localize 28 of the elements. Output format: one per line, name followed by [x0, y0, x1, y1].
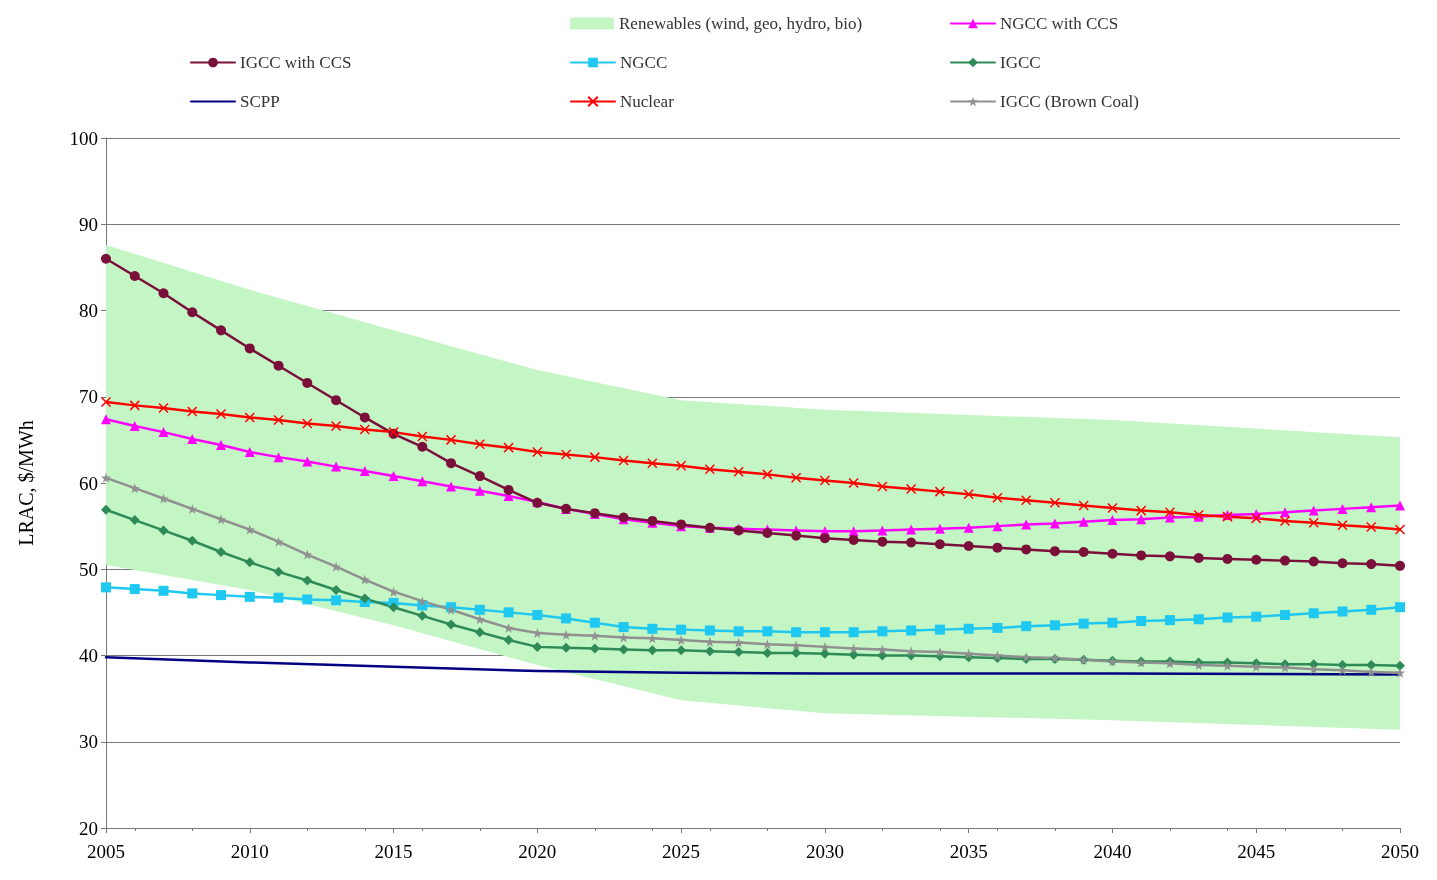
y-tick-label: 80: [79, 300, 98, 321]
x-tick-label: 2050: [1381, 841, 1419, 862]
legend-label: Nuclear: [620, 92, 675, 111]
y-tick-label: 70: [79, 386, 98, 408]
x-tick-label: 2040: [1093, 841, 1132, 862]
legend-label: Renewables (wind, geo, hydro, bio): [619, 14, 863, 33]
y-tick-label: 100: [69, 127, 98, 149]
y-axis-title: LRAC, $/MWh: [15, 420, 37, 546]
legend-label: NGCC: [620, 53, 668, 72]
y-tick-label: 40: [79, 645, 98, 666]
legend-label: SCPP: [240, 92, 280, 111]
y-tick-label: 90: [79, 213, 98, 235]
x-tick-label: 2020: [518, 841, 557, 862]
x-tick-label: 2045: [1237, 841, 1276, 862]
x-tick-label: 2030: [805, 841, 844, 862]
x-tick-label: 2035: [949, 841, 988, 862]
legend-label: IGCC (Brown Coal): [1000, 92, 1139, 111]
y-tick-label: 50: [79, 558, 98, 580]
x-tick-label: 2015: [374, 841, 413, 862]
legend-label: IGCC: [1000, 53, 1041, 72]
legend-label: NGCC with CCS: [1000, 14, 1119, 33]
x-tick-label: 2025: [662, 841, 701, 862]
y-tick-label: 60: [79, 472, 98, 494]
x-tick-label: 2010: [230, 841, 269, 862]
legend-label: IGCC with CCS: [240, 53, 352, 72]
y-tick-label: 20: [79, 817, 98, 839]
y-tick-label: 30: [79, 731, 98, 753]
x-tick-label: 2005: [87, 841, 125, 862]
